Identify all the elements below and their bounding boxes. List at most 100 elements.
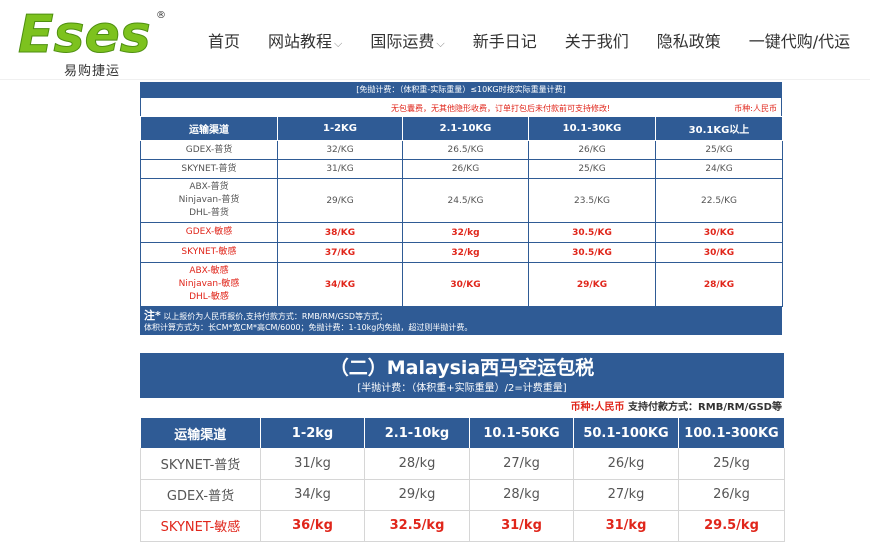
chevron-down-icon: ⌵ bbox=[334, 37, 343, 50]
channel-cell: SKYNET-敏感 bbox=[140, 510, 261, 542]
price-cell: 24.5/KG bbox=[402, 178, 529, 223]
table1-currency: 币种:人民币 bbox=[734, 104, 777, 113]
channel-cell: GDEX-普货 bbox=[140, 140, 278, 160]
price-cell: 28/kg bbox=[469, 479, 574, 511]
nav-home[interactable]: 首页 bbox=[208, 28, 240, 52]
channel-name: DHL-普货 bbox=[189, 208, 229, 218]
nav-shipping-rates[interactable]: 国际运费 ⌵ bbox=[370, 28, 444, 52]
table2-subtitle: [半抛计费：（体积重+实际重量）/2=计费重量] bbox=[140, 381, 784, 398]
channel-cell: SKYNET-普货 bbox=[140, 448, 261, 480]
price-cell: 24/KG bbox=[655, 159, 783, 179]
price-cell: 34/kg bbox=[260, 479, 365, 511]
nav-shipping-rates-label: 国际运费 bbox=[370, 32, 435, 51]
table1-col-header: 2.1-10KG bbox=[402, 116, 529, 141]
table2-title: （二）Malaysia西马空运包税 bbox=[140, 353, 784, 381]
price-cell: 28/KG bbox=[655, 262, 783, 307]
footnote-line2: 体积计算方式为：长CM*宽CM*高CM/6000；免抛计费：1-10kg内免抛，… bbox=[144, 323, 473, 332]
price-cell: 32/kg bbox=[402, 222, 529, 243]
table1-note: 无包囊费，无其他隐形收费，订单打包后未付款前可支持修改! 币种:人民币 bbox=[140, 98, 782, 116]
channel-cell: ABX-普货 Ninjavan-普货 DHL-普货 bbox=[140, 178, 278, 223]
price-cell: 25/KG bbox=[528, 159, 656, 179]
channel-cell: SKYNET-普货 bbox=[140, 159, 278, 179]
table2-col-header: 1-2kg bbox=[260, 418, 365, 448]
channel-name: DHL-敏感 bbox=[189, 292, 229, 302]
table1-col-header: 10.1-30KG bbox=[528, 116, 656, 141]
table2-body: SKYNET-普货 31/kg 28/kg 27/kg 26/kg 25/kg GDEX-普… bbox=[140, 448, 785, 542]
main-nav: 首页 网站教程 ⌵ 国际运费 ⌵ 新手日记 关于我们 隐私政策 一键代购/代运 bbox=[208, 28, 850, 52]
rate-table-1: [免抛计费：（体积重-实际重量）≤10KG时按实际重量计费] 无包囊费，无其他隐… bbox=[140, 82, 783, 335]
table-row: GDEX-敏感 38/KG 32/kg 30.5/KG 30/KG bbox=[140, 222, 783, 243]
channel-cell: ABX-敏感 Ninjavan-敏感 DHL-敏感 bbox=[140, 262, 278, 307]
site-header: Eses ® 易购捷运 首页 网站教程 ⌵ 国际运费 ⌵ 新手日记 关于我们 隐私政… bbox=[0, 0, 870, 80]
channel-name: SKYNET-普货 bbox=[181, 163, 237, 174]
rate-table-2: （二）Malaysia西马空运包税 [半抛计费：（体积重+实际重量）/2=计费重… bbox=[140, 353, 785, 542]
table2-col-header: 2.1-10kg bbox=[364, 418, 470, 448]
table2-grid: 运输渠道 1-2kg 2.1-10kg 10.1-50KG 50.1-100KG… bbox=[140, 418, 785, 542]
nav-newbie-diary[interactable]: 新手日记 bbox=[473, 28, 537, 52]
price-cell: 38/KG bbox=[277, 222, 403, 243]
table2-col-header: 50.1-100KG bbox=[573, 418, 679, 448]
price-cell: 30/KG bbox=[655, 222, 783, 243]
price-cell: 23.5/KG bbox=[528, 178, 656, 223]
price-cell: 27/kg bbox=[573, 479, 679, 511]
table1-col-header: 1-2KG bbox=[277, 116, 403, 141]
price-cell: 30.5/KG bbox=[528, 222, 656, 243]
price-cell: 26/kg bbox=[573, 448, 679, 480]
nav-about-us[interactable]: 关于我们 bbox=[565, 28, 629, 52]
table1-note-text: 无包囊费，无其他隐形收费，订单打包后未付款前可支持修改! bbox=[391, 104, 611, 113]
table-row: SKYNET-普货 31/kg 28/kg 27/kg 26/kg 25/kg bbox=[140, 448, 785, 480]
channel-name: Ninjavan-普货 bbox=[178, 195, 240, 205]
price-cell: 26/KG bbox=[402, 159, 529, 179]
price-cell: 27/kg bbox=[469, 448, 574, 480]
nav-newbie-diary-label: 新手日记 bbox=[472, 32, 537, 51]
table2-col-header: 100.1-300KG bbox=[678, 418, 785, 448]
svg-text:®: ® bbox=[156, 10, 166, 21]
table1-col-header: 运输渠道 bbox=[140, 116, 278, 141]
table-row: GDEX-普货 34/kg 29/kg 28/kg 27/kg 26/kg bbox=[140, 479, 785, 511]
price-cell: 25/kg bbox=[678, 448, 785, 480]
price-cell: 32.5/kg bbox=[364, 510, 470, 542]
eses-logo-icon: Eses ® bbox=[16, 4, 168, 60]
price-cell: 34/KG bbox=[277, 262, 403, 307]
price-cell: 29/KG bbox=[528, 262, 656, 307]
table2-payment: 支持付款方式：RMB/RM/GSD等 bbox=[628, 402, 782, 413]
price-cell: 26/kg bbox=[678, 479, 785, 511]
nav-proxy-shopping-label: 一键代购/代运 bbox=[748, 32, 851, 51]
table1-col-header: 30.1KG以上 bbox=[655, 116, 783, 141]
footnote-line1: 以上报价为人民币报价,支持付款方式：RMB/RM/GSD等方式； bbox=[163, 312, 388, 321]
channel-cell: SKYNET-敏感 bbox=[140, 242, 278, 263]
channel-name: ABX-敏感 bbox=[189, 266, 229, 276]
svg-text:Eses: Eses bbox=[18, 5, 151, 60]
price-cell: 30.5/KG bbox=[528, 242, 656, 263]
table-row: ABX-敏感 Ninjavan-敏感 DHL-敏感 34/KG 30/KG 29/KG 28… bbox=[140, 262, 783, 307]
channel-name: Ninjavan-敏感 bbox=[178, 279, 240, 289]
price-cell: 31/kg bbox=[260, 448, 365, 480]
table1-body: GDEX-普货 32/KG 26.5/KG 26/KG 25/KG SKYNET-普货 31… bbox=[140, 140, 783, 307]
table1-grid: 运输渠道 1-2KG 2.1-10KG 10.1-30KG 30.1KG以上 G… bbox=[140, 116, 783, 307]
footnote-star: 注* bbox=[144, 309, 161, 322]
table-row: SKYNET-敏感 37/KG 32/kg 30.5/KG 30/KG bbox=[140, 242, 783, 263]
nav-tutorials[interactable]: 网站教程 ⌵ bbox=[268, 28, 342, 52]
table1-footnote: 注* 以上报价为人民币报价,支持付款方式：RMB/RM/GSD等方式； 体积计算… bbox=[140, 307, 782, 335]
price-cell: 37/KG bbox=[277, 242, 403, 263]
table-row: ABX-普货 Ninjavan-普货 DHL-普货 29/KG 24.5/KG 23.5/… bbox=[140, 178, 783, 223]
nav-privacy[interactable]: 隐私政策 bbox=[657, 28, 721, 52]
price-cell: 29.5/kg bbox=[678, 510, 785, 542]
price-cell: 29/kg bbox=[364, 479, 470, 511]
channel-name: GDEX-敏感 bbox=[185, 227, 233, 237]
price-cell: 26/KG bbox=[528, 140, 656, 160]
price-cell: 30/KG bbox=[655, 242, 783, 263]
channel-name: ABX-普货 bbox=[189, 182, 229, 192]
table-row: SKYNET-普货 31/KG 26/KG 25/KG 24/KG bbox=[140, 159, 783, 179]
price-cell: 26.5/KG bbox=[402, 140, 529, 160]
channel-name: GDEX-普货 bbox=[185, 144, 233, 155]
price-cell: 29/KG bbox=[277, 178, 403, 223]
logo-subtitle: 易购捷运 bbox=[63, 64, 120, 79]
table1-heading: [免抛计费：（体积重-实际重量）≤10KG时按实际重量计费] bbox=[140, 82, 782, 98]
price-cell: 31/kg bbox=[573, 510, 679, 542]
price-cell: 30/KG bbox=[402, 262, 529, 307]
channel-name: SKYNET-敏感 bbox=[181, 247, 237, 257]
site-logo[interactable]: Eses ® 易购捷运 bbox=[16, 4, 168, 80]
price-cell: 31/KG bbox=[277, 159, 403, 179]
nav-proxy-shopping[interactable]: 一键代购/代运 bbox=[749, 28, 850, 52]
